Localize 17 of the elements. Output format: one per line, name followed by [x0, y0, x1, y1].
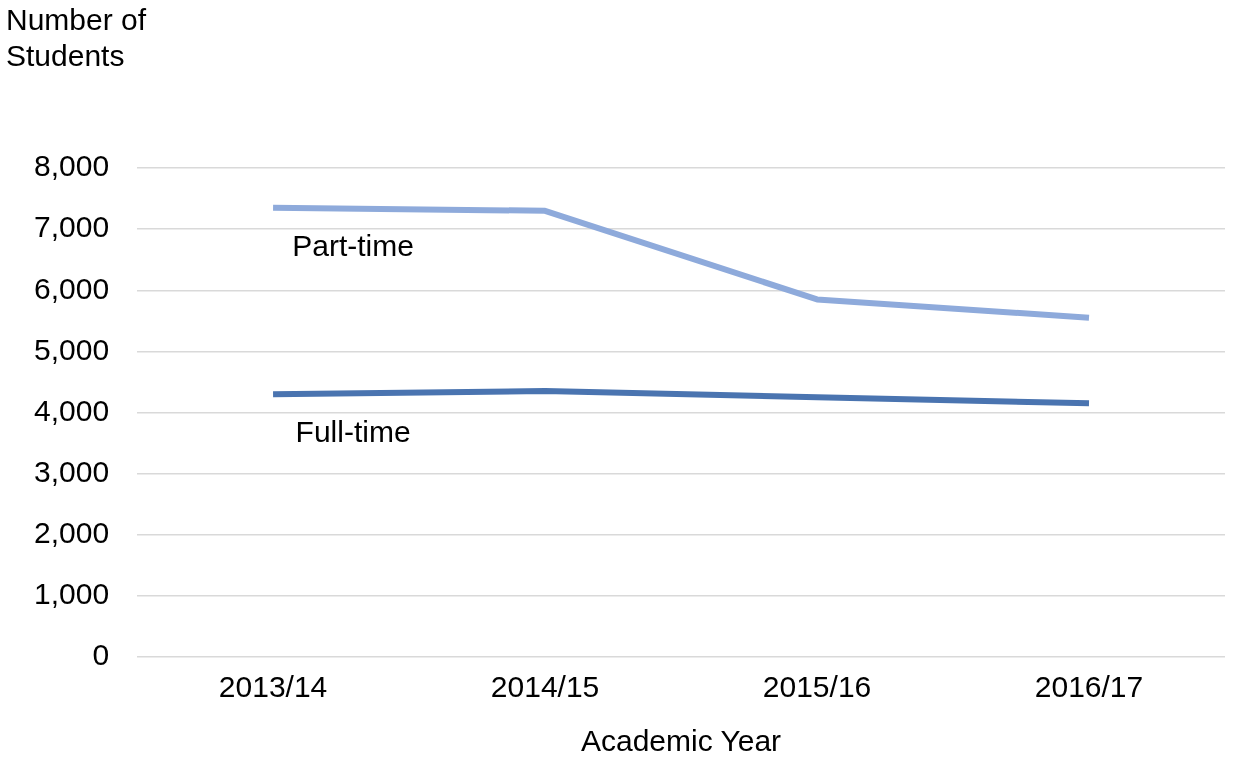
- x-tick-label: 2013/14: [218, 670, 328, 704]
- y-tick-label: 3,000: [34, 454, 110, 488]
- x-axis-title: Academic Year: [580, 724, 782, 758]
- y-tick-label: 1,000: [34, 577, 110, 611]
- y-tick-label: 0: [92, 638, 110, 672]
- y-tick-label: 8,000: [34, 149, 110, 183]
- x-tick-label: 2016/17: [1034, 670, 1144, 704]
- series-label: Part-time: [292, 229, 414, 262]
- y-tick-label: 7,000: [34, 210, 110, 244]
- series-label: Full-time: [295, 415, 411, 449]
- x-tick-label: 2015/16: [762, 670, 872, 704]
- y-tick-label: 6,000: [34, 271, 110, 305]
- y-tick-label: 5,000: [34, 332, 110, 366]
- x-tick-label: 2014/15: [490, 670, 600, 704]
- y-tick-label: 4,000: [34, 393, 110, 427]
- y-axis-title: Number of Students: [6, 2, 148, 74]
- y-tick-label: 2,000: [34, 516, 110, 550]
